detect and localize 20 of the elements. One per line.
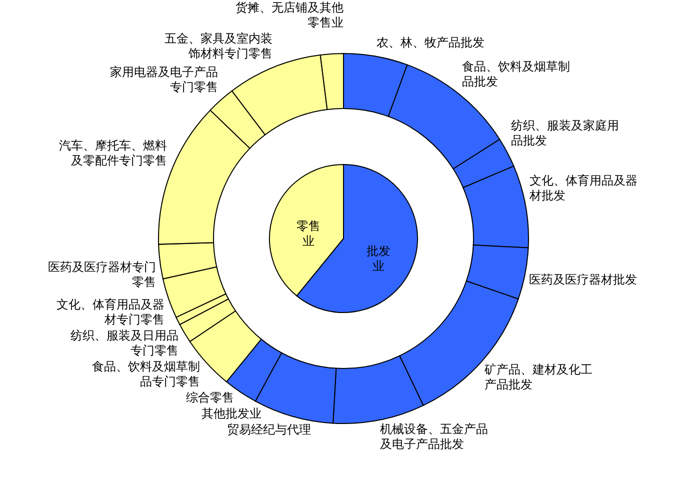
slice-label: 医药及医疗器材批发 <box>529 272 638 286</box>
slice-label: 医药及医疗器材专门零售 <box>48 260 156 290</box>
slice-label: 机械设备、五金产品及电子产品批发 <box>380 422 488 451</box>
slice-label: 批发业 <box>366 244 390 273</box>
slice-label: 综合零售 <box>186 390 234 405</box>
slice-label: 纺织、服装及家庭用品批发 <box>510 118 619 148</box>
slice-label: 文化、体育用品及器材专门零售 <box>56 298 165 327</box>
slice-label: 贸易经纪与代理 <box>227 422 312 437</box>
slice-label: 货摊、无店铺及其他零售业 <box>236 0 344 30</box>
slice-label: 零售业 <box>296 219 321 248</box>
slice-label: 纺织、服装及日用品专门零售 <box>70 328 179 358</box>
slice-label: 农、林、牧产品批发 <box>376 35 485 50</box>
slice-label: 其他批发业 <box>201 406 262 421</box>
slice-label: 五金、家具及室内装饰材料专门零售 <box>164 31 272 60</box>
slice-label: 家用电器及电子产品专门零售 <box>110 65 218 94</box>
slice-label: 食品、饮料及烟草制品批发 <box>462 59 570 88</box>
slice-label: 食品、饮料及烟草制品专门零售 <box>92 360 200 389</box>
slice-label: 汽车、摩托车、燃料及零配件专门零售 <box>59 138 168 168</box>
slice-label: 矿产品、建材及化工产品批发 <box>483 362 592 392</box>
slice-label: 文化、体育用品及器材批发 <box>528 173 638 202</box>
